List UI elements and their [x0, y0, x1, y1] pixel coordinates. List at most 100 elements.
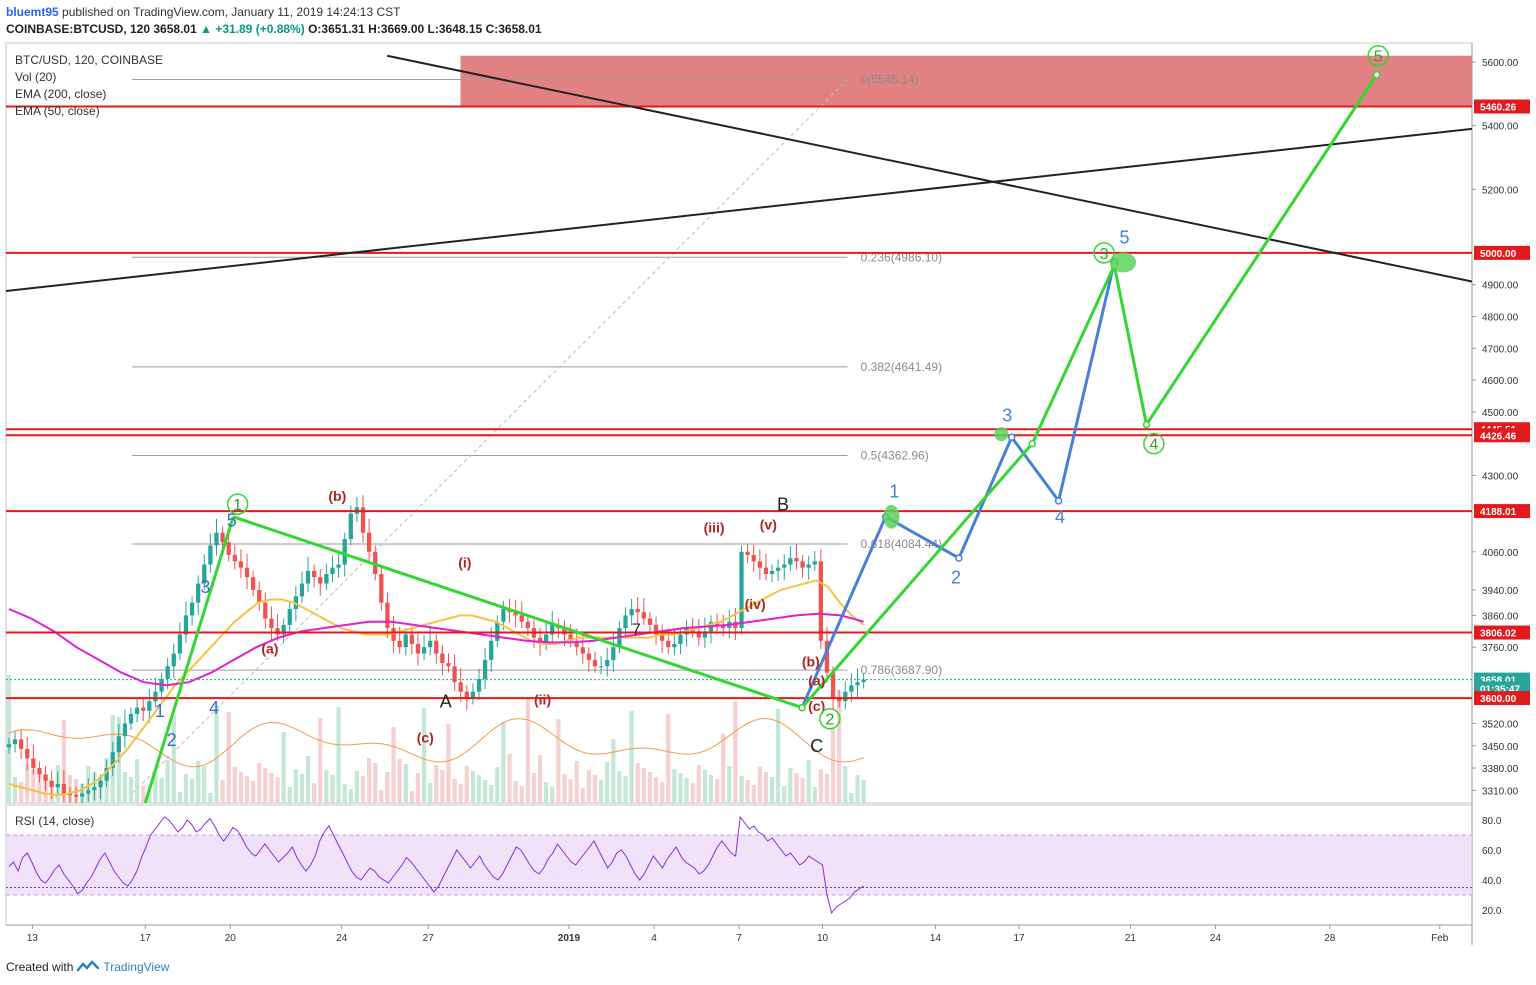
- candle-body: [165, 666, 170, 679]
- price-label-text[interactable]: 01:35:47: [1480, 685, 1520, 696]
- volume-bar: [653, 777, 659, 803]
- candle-body: [269, 618, 274, 629]
- volume-bar: [757, 767, 762, 803]
- volume-bar: [696, 765, 701, 803]
- volume-bar: [556, 719, 561, 803]
- price-label-text[interactable]: 3600.00: [1480, 694, 1517, 705]
- time-tick-label: 2019: [558, 933, 581, 944]
- volume-bar: [531, 773, 537, 803]
- candle-body: [788, 558, 793, 565]
- candle-body: [843, 691, 848, 702]
- volume-bar: [855, 775, 860, 803]
- volume-bar: [635, 763, 640, 803]
- circled-wave-label: 4: [1149, 437, 1158, 454]
- volume-bar: [434, 765, 439, 803]
- volume-bar: [623, 776, 628, 803]
- blue-projection-path-node: [955, 554, 963, 562]
- volume-bar: [226, 712, 231, 803]
- candle-body: [653, 624, 659, 635]
- volume-bar: [598, 780, 604, 803]
- price-tick-label: 3450.00: [1482, 742, 1519, 753]
- price-label-box: [1474, 245, 1530, 260]
- volume-bar: [544, 782, 549, 803]
- candle-body: [519, 615, 524, 622]
- price-tick-label: 4800.00: [1482, 312, 1519, 323]
- wave-label: 7: [632, 621, 641, 638]
- wave-label: 4: [209, 698, 219, 718]
- candle-body: [177, 634, 183, 654]
- candle-body: [678, 634, 683, 645]
- ohlc-open: O:3651.31: [308, 22, 365, 36]
- legend-item-ema50: EMA (50, close): [15, 104, 100, 118]
- price-label-text[interactable]: 5000.00: [1480, 249, 1517, 260]
- price-label-box: [1474, 428, 1530, 443]
- candle-body: [250, 577, 256, 590]
- volume-bar: [348, 789, 353, 803]
- price-tick-label: 3760.00: [1482, 643, 1519, 654]
- volume-bar: [568, 779, 573, 803]
- candle-body: [440, 653, 445, 664]
- candle-body: [153, 691, 158, 702]
- candle-body: [525, 621, 530, 629]
- volume-bar: [147, 791, 152, 803]
- volume-bar: [238, 772, 244, 803]
- candle-body: [318, 577, 323, 584]
- candle-body: [580, 647, 585, 654]
- volume-bar: [318, 718, 323, 803]
- time-tick-label: 21: [1125, 933, 1137, 944]
- main-pane[interactable]: [5, 42, 1473, 804]
- candle-body: [202, 564, 207, 584]
- volume-bar: [159, 778, 164, 803]
- candle-body: [721, 624, 726, 629]
- volume-bar: [275, 777, 280, 803]
- green-projection-path-node: [798, 703, 806, 712]
- candle-body: [220, 532, 225, 543]
- rsi-tick-label: 20.0: [1482, 906, 1502, 917]
- volume-bar: [312, 783, 317, 803]
- volume-bar: [721, 734, 726, 803]
- candle-body: [287, 609, 292, 625]
- candle-body: [751, 554, 756, 562]
- volume-bar: [403, 764, 408, 803]
- ohlc-close: C:3658.01: [485, 22, 542, 36]
- candle-body: [238, 561, 244, 568]
- circled-wave-marker: [1367, 44, 1389, 67]
- candle-body: [647, 618, 653, 625]
- projection-wave-label: 5: [1120, 227, 1130, 247]
- projection-wave-label: (b): [802, 653, 820, 669]
- candle-body: [568, 634, 573, 641]
- candle-body: [739, 551, 744, 629]
- tradingview-brand[interactable]: TradingView: [103, 960, 170, 974]
- volume-bar: [354, 771, 360, 803]
- author-name[interactable]: bluemt95: [6, 5, 59, 19]
- volume-bar: [446, 724, 451, 803]
- candle-body: [6, 744, 12, 748]
- price-label-text[interactable]: 5460.26: [1480, 103, 1517, 114]
- fib-label: 0.382(4641.49): [861, 360, 942, 374]
- volume-bar: [360, 776, 366, 803]
- volume-bar: [324, 770, 329, 803]
- candle-body: [592, 659, 598, 667]
- wave1-line: [143, 516, 235, 803]
- price-label-box: [1474, 691, 1530, 706]
- price-label-text[interactable]: 4426.46: [1480, 431, 1517, 442]
- candle-body: [489, 640, 494, 660]
- candle-body: [61, 783, 67, 794]
- volume-bar: [708, 775, 714, 803]
- fib-label: 0.618(4084.44): [861, 537, 942, 551]
- candle-body: [428, 640, 433, 648]
- candle-body: [824, 640, 830, 673]
- volume-bar: [220, 780, 225, 803]
- rsi-tick-label: 60.0: [1482, 846, 1502, 857]
- candle-body: [43, 774, 48, 781]
- price-label-text[interactable]: 4188.01: [1480, 507, 1517, 518]
- price-label-text[interactable]: 3806.02: [1480, 629, 1517, 640]
- candle-body: [696, 631, 701, 638]
- volume-bar: [611, 739, 616, 803]
- price-label-text[interactable]: 3658.01: [1480, 676, 1517, 687]
- candle-body: [80, 793, 85, 797]
- legend-item-volume: Vol (20): [15, 70, 56, 84]
- volume-bar: [672, 769, 677, 803]
- price-label-box: [1474, 504, 1530, 519]
